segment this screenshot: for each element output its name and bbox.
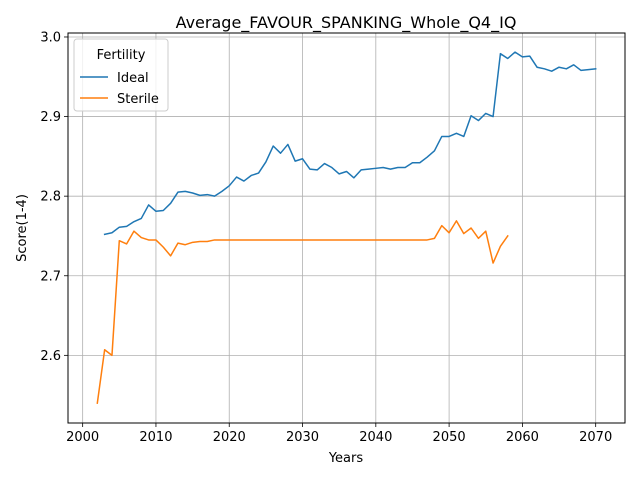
x-tick-label: 2070 [579, 430, 612, 445]
x-tick-label: 2000 [66, 430, 99, 445]
x-tick-label: 2020 [213, 430, 246, 445]
x-tick-label: 2060 [506, 430, 539, 445]
legend-label-ideal: Ideal [117, 71, 149, 86]
grid-lines [68, 33, 625, 423]
x-tick-label: 2030 [286, 430, 319, 445]
x-tick-label: 2010 [139, 430, 172, 445]
y-tick-label: 2.9 [40, 110, 61, 125]
series-layer [96, 51, 597, 404]
y-tick-label: 2.8 [40, 190, 61, 205]
y-tick-label: 3.0 [40, 30, 61, 45]
x-tick-label: 2040 [359, 430, 392, 445]
legend-box [73, 38, 169, 112]
x-tick-label: 2050 [433, 430, 466, 445]
legend-title: Fertility [97, 48, 146, 63]
legend: Fertility Ideal Sterile [73, 38, 169, 112]
y-axis-label: Score(1-4) [15, 194, 30, 262]
y-tick-label: 2.7 [40, 269, 61, 284]
x-axis: 2000 2010 2020 2030 2040 2050 2060 2070 [66, 423, 612, 445]
x-axis-label: Years [328, 451, 364, 466]
plot-frame [67, 32, 626, 424]
series-line-sterile [96, 220, 509, 404]
chart-title: Average_FAVOUR_SPANKING_Whole_Q4_IQ [176, 13, 517, 33]
y-tick-label: 2.6 [40, 349, 61, 364]
series-line-ideal [103, 51, 597, 236]
legend-label-sterile: Sterile [117, 92, 159, 107]
y-axis: 2.6 2.7 2.8 2.9 3.0 [40, 30, 68, 364]
